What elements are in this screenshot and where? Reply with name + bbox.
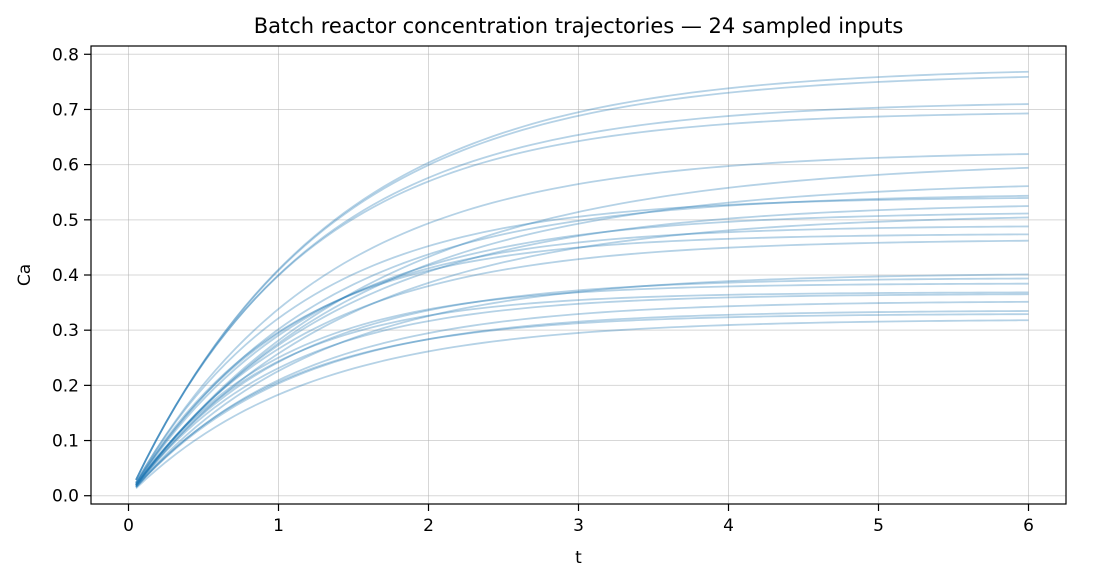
trajectory-line-4 bbox=[135, 112, 1029, 481]
y-tick-label: 0.1 bbox=[52, 432, 79, 452]
y-tick-label: 0.7 bbox=[52, 100, 79, 120]
x-tick-label: 4 bbox=[723, 516, 734, 536]
y-tick-label: 0.5 bbox=[52, 211, 79, 231]
trajectory-line-20 bbox=[135, 293, 1029, 487]
chart-title: Batch reactor concentration trajectories… bbox=[254, 14, 904, 38]
y-tick-label: 0.6 bbox=[52, 156, 79, 176]
trajectory-line-14 bbox=[135, 233, 1029, 484]
y-tick-label: 0.0 bbox=[52, 487, 79, 507]
x-tick-label: 3 bbox=[573, 516, 584, 536]
trajectory-line-24 bbox=[135, 319, 1029, 490]
x-tick-label: 2 bbox=[423, 516, 434, 536]
trajectory-line-1 bbox=[135, 70, 1029, 481]
trajectory-line-10 bbox=[135, 205, 1029, 486]
y-tick-label: 0.4 bbox=[52, 266, 79, 286]
y-axis: 0.0 0.1 0.2 0.3 0.4 0.5 0.6 0.7 0.8 bbox=[52, 45, 91, 507]
x-tick-label: 0 bbox=[123, 516, 134, 536]
trajectory-line-23 bbox=[135, 313, 1029, 488]
trajectory-line-6 bbox=[135, 166, 1029, 487]
series-lines bbox=[135, 70, 1029, 490]
trajectory-line-2 bbox=[135, 76, 1029, 481]
trajectory-line-13 bbox=[135, 225, 1029, 485]
trajectory-line-15 bbox=[135, 239, 1029, 486]
trajectory-line-9 bbox=[135, 197, 1029, 484]
trajectory-line-3 bbox=[135, 103, 1029, 481]
trajectory-line-19 bbox=[135, 291, 1029, 486]
x-tick-label: 5 bbox=[873, 516, 884, 536]
trajectory-line-16 bbox=[135, 273, 1029, 488]
x-tick-label: 6 bbox=[1023, 516, 1034, 536]
y-tick-label: 0.2 bbox=[52, 376, 79, 396]
trajectory-line-17 bbox=[135, 277, 1029, 487]
grid bbox=[91, 46, 1066, 504]
trajectory-line-8 bbox=[135, 194, 1029, 485]
y-tick-label: 0.3 bbox=[52, 321, 79, 341]
trajectory-line-22 bbox=[135, 310, 1029, 488]
y-axis-label: Ca bbox=[15, 264, 35, 286]
trajectory-line-12 bbox=[135, 216, 1029, 487]
trajectory-line-11 bbox=[135, 212, 1029, 485]
x-axis: 0 1 2 3 4 5 6 bbox=[123, 504, 1034, 536]
x-tick-label: 1 bbox=[273, 516, 284, 536]
trajectory-line-18 bbox=[135, 282, 1029, 486]
x-axis-label: t bbox=[575, 548, 582, 568]
trajectory-line-5 bbox=[135, 153, 1029, 483]
y-tick-label: 0.8 bbox=[52, 45, 79, 65]
trajectory-line-21 bbox=[135, 300, 1029, 488]
trajectory-line-7 bbox=[135, 185, 1029, 487]
